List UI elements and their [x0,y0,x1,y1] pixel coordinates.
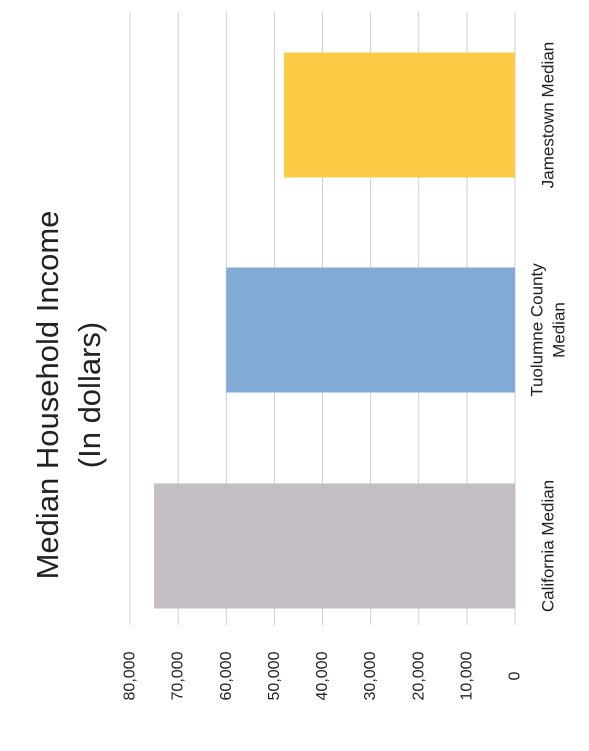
category-label: Median [550,302,569,358]
bars [154,52,515,609]
category-label: Jamestown Median [539,42,558,188]
bar [284,52,515,178]
chart-title-group: Median Household Income (In dollars) [30,211,107,580]
value-tick-label: 60,000 [218,651,235,700]
category-axis-labels: California Median Tuolumne County Median Ja… [528,42,569,612]
value-axis-tick-labels: 0 10,000 20,000 30,000 40,000 50,000 60,000 70,… [122,651,524,700]
value-tick-label: 20,000 [410,651,427,700]
value-tick-label: 0 [507,671,524,680]
category-label: California Median [539,480,558,612]
value-tick-label: 40,000 [314,651,331,700]
value-tick-label: 50,000 [266,651,283,700]
chart-title: Median Household Income [30,211,65,580]
bar [154,483,515,609]
value-tick-label: 80,000 [122,651,139,700]
value-tick-label: 10,000 [458,651,475,700]
value-tick-label: 70,000 [170,651,187,700]
category-label: Tuolumne County [528,263,547,397]
chart-subtitle: (In dollars) [72,322,107,468]
bar [226,267,515,393]
value-tick-label: 30,000 [362,651,379,700]
